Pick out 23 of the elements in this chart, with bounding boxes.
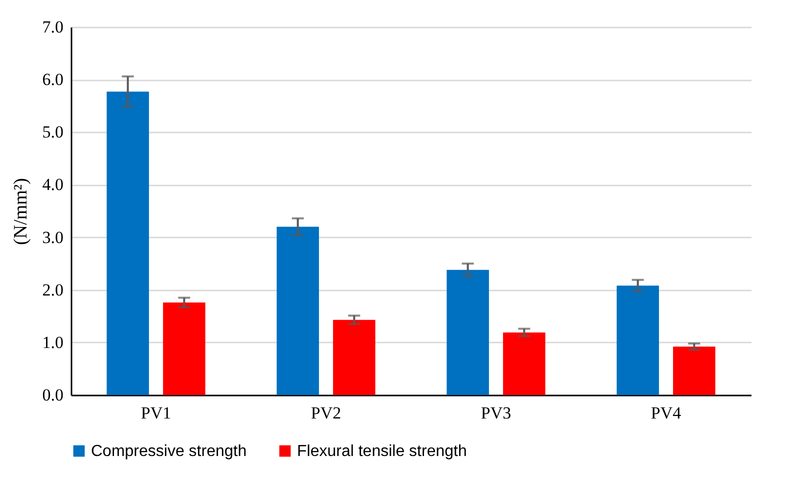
y-axis-title: (N/mm²) (10, 178, 32, 245)
y-tick-label: 4.0 (42, 175, 64, 194)
bar (503, 332, 546, 395)
y-tick-label: 3.0 (42, 228, 64, 247)
bar (106, 92, 149, 395)
bar (276, 226, 319, 395)
y-tick-label: 0.0 (42, 386, 64, 404)
x-tick-label: PV3 (480, 404, 512, 422)
y-tick-label: 1.0 (42, 332, 64, 352)
bar (616, 286, 659, 395)
bar (673, 346, 716, 395)
legend-label: Compressive strength (91, 443, 247, 460)
y-tick-label: 7.0 (42, 18, 64, 36)
bar (333, 320, 376, 395)
y-tick-label: 5.0 (42, 122, 64, 142)
y-tick-label: 6.0 (42, 70, 64, 90)
bar (163, 302, 206, 395)
x-tick-label: PV1 (140, 404, 172, 422)
bar (446, 270, 489, 395)
x-tick-label: PV2 (310, 404, 342, 422)
legend-label: Flexural tensile strength (297, 443, 467, 460)
y-tick-label: 2.0 (42, 280, 64, 300)
x-tick-label: PV4 (650, 404, 682, 422)
